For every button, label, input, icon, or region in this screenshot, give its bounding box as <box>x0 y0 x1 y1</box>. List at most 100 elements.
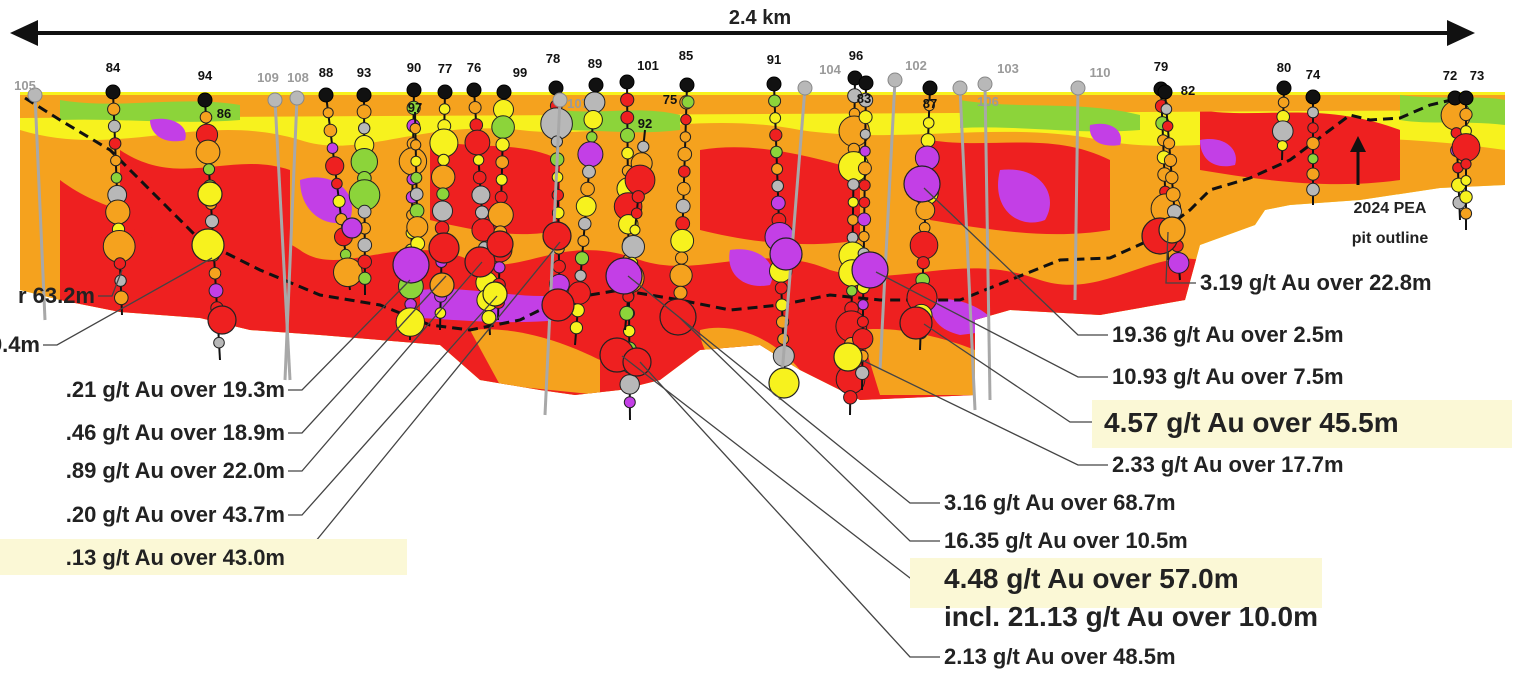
assay-bead <box>1165 187 1181 202</box>
assay-bead <box>410 155 422 167</box>
assay-bead <box>331 177 343 190</box>
hole-number: 97 <box>408 100 422 115</box>
assay-bead <box>107 102 121 116</box>
assay-bead <box>438 103 451 115</box>
hole-number: 88 <box>319 65 333 80</box>
assay-bead <box>213 336 225 349</box>
hole-number: 102 <box>905 58 927 73</box>
leader-line <box>1165 231 1196 284</box>
assay-bead <box>409 187 424 201</box>
intercept-label-left: .21 g/t Au over 19.3m <box>66 377 285 402</box>
hole-collar <box>887 72 903 88</box>
assay-bead <box>1460 158 1472 170</box>
assay-bead <box>623 396 636 409</box>
drill-hole-97: 97 <box>406 100 429 261</box>
leader-line <box>288 295 498 516</box>
intercept-label-right: 10.93 g/t Au over 7.5m <box>1112 364 1344 389</box>
assay-bead <box>409 122 421 135</box>
intercept-label-right: 2.33 g/t Au over 17.7m <box>1112 452 1344 477</box>
intercept-text: 3.16 g/t Au over 68.7m <box>944 490 1176 515</box>
assay-bead <box>195 139 221 165</box>
assay-bead <box>847 214 859 226</box>
hole-collar <box>289 90 305 106</box>
assay-bead <box>858 92 874 108</box>
assay-bead <box>577 141 604 168</box>
hole-number: 106 <box>977 94 999 109</box>
assay-bead <box>1307 122 1319 134</box>
leader-line <box>639 361 940 658</box>
intercept-label-right: 19.36 g/t Au over 2.5m <box>1112 322 1344 347</box>
assay-bead <box>922 117 935 129</box>
assay-bead <box>857 299 869 311</box>
assay-bead <box>619 374 640 395</box>
intercept-labels: r 63.2m r 19.4m .21 g/t Au over 19.3m .46 g… <box>0 270 1512 669</box>
assay-bead <box>770 145 783 159</box>
intercept-text: .89 g/t Au over 22.0m <box>66 458 285 483</box>
hole-collar <box>679 77 695 93</box>
intercept-text: 19.36 g/t Au over 2.5m <box>1112 322 1344 347</box>
assay-bead <box>678 165 691 178</box>
hole-collar <box>922 80 938 96</box>
assay-bead <box>491 115 515 139</box>
highlight-box <box>0 539 407 575</box>
hole-collar <box>27 87 43 103</box>
assay-bead <box>475 205 489 220</box>
hole-number: 82 <box>1181 83 1195 98</box>
assay-bead <box>472 170 487 185</box>
assay-bead <box>540 107 573 140</box>
assay-bead <box>108 137 122 150</box>
assay-bead <box>857 212 872 227</box>
leader-line <box>43 257 213 346</box>
assay-bead <box>843 390 858 405</box>
intercept-bubble <box>622 347 652 377</box>
leader-line <box>875 271 1108 378</box>
assay-bead <box>575 195 597 217</box>
assay-bead <box>855 365 870 380</box>
hole-number: 103 <box>997 61 1019 76</box>
hole-trace <box>283 97 299 381</box>
hole-number: 101 <box>637 58 659 73</box>
leader-line <box>923 323 1100 423</box>
intercept-bubble <box>605 257 643 295</box>
assay-bead <box>437 153 450 167</box>
drill-hole-74: 74 <box>1305 67 1321 205</box>
assay-bead <box>410 139 422 151</box>
intercept-label-left: .46 g/t Au over 18.9m <box>66 420 285 445</box>
assay-bead <box>577 235 590 247</box>
hole-number: 84 <box>106 60 121 75</box>
assay-bead <box>1272 120 1294 142</box>
assay-bead <box>333 257 363 288</box>
assay-bead <box>358 271 372 285</box>
assay-bead <box>1276 140 1288 152</box>
assay-bead <box>670 228 695 253</box>
intercept-bubble <box>768 367 800 399</box>
drill-hole-105: 105 <box>14 78 47 321</box>
hole-collar <box>318 87 334 103</box>
assay-bead <box>1307 106 1319 119</box>
assay-bead <box>107 119 121 133</box>
hole-number: 90 <box>407 60 421 75</box>
drill-hole-110: 110 <box>1070 65 1110 301</box>
hole-collar <box>406 82 422 98</box>
hole-number: 76 <box>467 60 481 75</box>
assay-bead <box>1306 167 1320 181</box>
assay-bead <box>325 156 345 176</box>
assay-bead <box>208 267 222 280</box>
hole-trace <box>878 79 897 371</box>
assay-bead <box>552 259 566 274</box>
assay-bead <box>1163 153 1178 167</box>
assay-bead <box>357 204 372 219</box>
assay-bead <box>578 217 592 231</box>
assay-bead <box>629 224 641 236</box>
assay-bead <box>113 257 127 270</box>
drill-hole-103: 103 <box>977 61 1019 401</box>
assay-bead <box>620 127 635 143</box>
assay-bead <box>1162 120 1174 132</box>
assay-bead <box>574 269 587 282</box>
assay-bead <box>774 281 788 295</box>
assay-bead <box>1307 153 1319 165</box>
scale-bar: 2.4 km <box>10 7 1475 46</box>
assay-bead <box>495 155 510 169</box>
intercept-text: 4.48 g/t Au over 57.0m <box>944 563 1239 594</box>
assay-bead <box>205 214 219 229</box>
